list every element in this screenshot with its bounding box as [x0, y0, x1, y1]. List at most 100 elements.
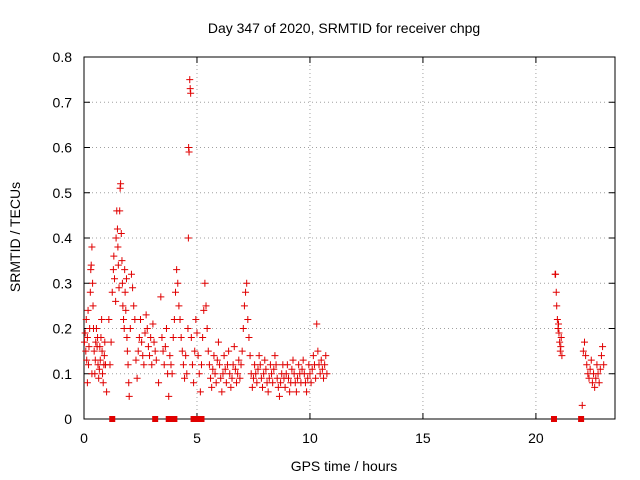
data-point: [586, 365, 594, 373]
zero-marker: [171, 416, 178, 422]
data-point: [304, 374, 312, 382]
data-point: [114, 261, 122, 269]
data-point: [181, 374, 189, 382]
data-point: [172, 288, 180, 296]
data-point: [246, 352, 254, 360]
data-point: [255, 352, 263, 360]
data-point: [579, 347, 587, 355]
data-point: [111, 275, 119, 283]
data-point: [578, 401, 586, 409]
data-point: [193, 329, 201, 337]
data-point: [97, 334, 105, 342]
data-point: [303, 388, 311, 396]
data-point: [200, 306, 208, 314]
data-point: [98, 347, 106, 355]
data-point: [594, 370, 602, 378]
data-point: [233, 379, 241, 387]
data-point: [82, 347, 90, 355]
data-point: [211, 370, 219, 378]
data-point: [235, 356, 243, 364]
data-point: [140, 361, 148, 369]
data-point: [226, 370, 234, 378]
data-point: [212, 379, 220, 387]
zero-marker: [152, 416, 159, 422]
data-point: [133, 374, 141, 382]
data-point: [229, 361, 237, 369]
data-point: [187, 89, 195, 97]
data-point: [92, 338, 100, 346]
data-point: [222, 379, 230, 387]
data-point: [169, 334, 177, 342]
data-point: [592, 374, 600, 382]
data-point: [110, 252, 118, 260]
data-point: [120, 315, 128, 323]
data-point: [161, 343, 169, 351]
data-point: [260, 370, 268, 378]
data-point: [127, 270, 135, 278]
data-point: [144, 343, 152, 351]
data-point: [194, 352, 202, 360]
x-tick-label: 5: [193, 430, 201, 446]
zero-marker: [167, 416, 174, 422]
data-point: [213, 356, 221, 364]
y-tick-label: 0.4: [53, 230, 73, 246]
data-point: [275, 392, 283, 400]
data-point: [225, 347, 233, 355]
data-point: [132, 356, 140, 364]
data-point: [86, 288, 94, 296]
data-point: [123, 334, 131, 342]
data-point: [295, 361, 303, 369]
data-point: [176, 315, 184, 323]
data-point: [205, 361, 213, 369]
data-point: [165, 392, 173, 400]
data-point: [88, 370, 96, 378]
data-point: [142, 311, 150, 319]
data-point: [159, 347, 167, 355]
y-tick-label: 0.3: [53, 275, 73, 291]
data-point: [174, 279, 182, 287]
data-point: [89, 279, 97, 287]
y-tick-label: 0.2: [53, 321, 73, 337]
data-point: [230, 343, 238, 351]
data-point: [173, 266, 181, 274]
zero-marker: [578, 416, 585, 422]
data-point: [217, 374, 225, 382]
data-point: [147, 334, 155, 342]
x-tick-label: 10: [302, 430, 318, 446]
data-point: [220, 352, 228, 360]
data-point: [591, 383, 599, 391]
data-point: [271, 352, 279, 360]
data-point: [150, 338, 158, 346]
data-point: [125, 379, 133, 387]
data-point: [197, 361, 205, 369]
data-point: [227, 383, 235, 391]
data-point: [125, 392, 133, 400]
data-point: [99, 370, 107, 378]
data-point: [118, 257, 126, 265]
data-point: [587, 356, 595, 364]
data-point: [96, 343, 104, 351]
data-point: [289, 356, 297, 364]
data-point: [116, 207, 124, 215]
chart-title: Day 347 of 2020, SRMTID for receiver chp…: [208, 20, 480, 36]
data-point: [284, 374, 292, 382]
data-point: [307, 379, 315, 387]
data-point: [323, 370, 331, 378]
data-point: [317, 356, 325, 364]
data-point: [158, 334, 166, 342]
plot-frame: [83, 56, 616, 420]
data-point: [83, 334, 91, 342]
data-point: [288, 365, 296, 373]
data-point: [175, 302, 183, 310]
data-point: [595, 379, 603, 387]
data-point: [157, 293, 165, 301]
data-point: [306, 370, 314, 378]
data-point: [283, 361, 291, 369]
data-point: [557, 343, 565, 351]
y-tick-label: 0.5: [53, 185, 73, 201]
zero-marker: [550, 416, 557, 422]
data-point: [313, 320, 321, 328]
data-point: [152, 356, 160, 364]
data-point: [249, 374, 257, 382]
data-point: [322, 352, 330, 360]
